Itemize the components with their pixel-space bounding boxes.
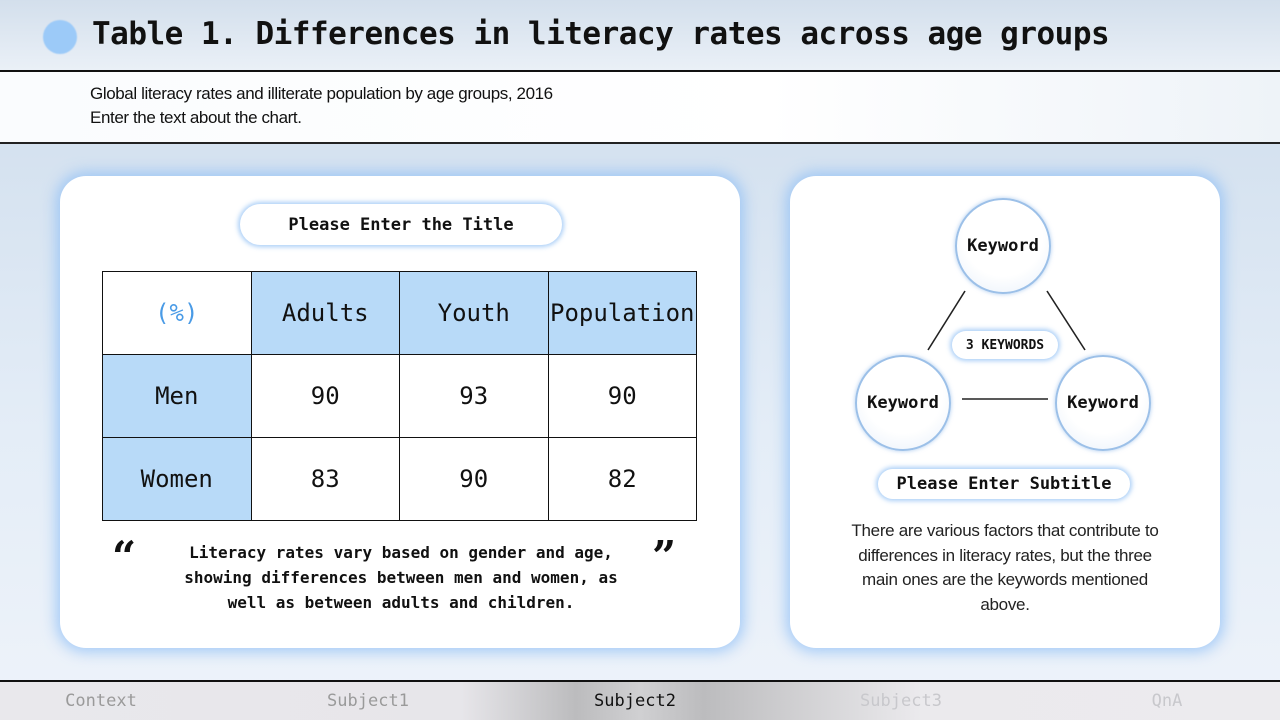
keyword-circle-right: Keyword [1055,355,1151,451]
table-cell: 90 [250,354,400,438]
keyword-circle-top: Keyword [955,198,1051,294]
quote-text: Literacy rates vary based on gender and … [184,543,618,612]
nav-item-subject2[interactable]: Subject2 [594,691,676,711]
connector-lines [927,290,1086,400]
table-title: Please Enter the Title [240,204,562,245]
section-nav: Context Subject1 Subject2 Subject3 QnA [0,680,1280,720]
keywords-card: Keyword Keyword Keyword 3 KEYWORDS Pleas… [790,176,1220,648]
nav-item-subject1[interactable]: Subject1 [327,691,409,711]
nav-item-subject3[interactable]: Subject3 [860,691,942,711]
table-cell: 82 [547,437,697,521]
open-quote-icon: “ [112,532,137,581]
connector-line [927,290,966,351]
column-header: Population [547,271,697,355]
subtitle-band: Global literacy rates and illiterate pop… [0,72,1280,144]
table-row: Men 90 93 90 [102,354,697,438]
table-cell: 90 [399,437,549,521]
close-quote-icon: ” [652,532,677,581]
row-header: Men [102,354,252,438]
nav-item-context[interactable]: Context [65,691,137,711]
table-cell: 83 [250,437,400,521]
table-cell: 90 [547,354,697,438]
keyword-circle-left: Keyword [855,355,951,451]
table-cell: 93 [399,354,549,438]
page-title: Table 1. Differences in literacy rates a… [92,16,1110,52]
keywords-subtitle: Please Enter Subtitle [878,469,1130,499]
literacy-table: (%) Adults Youth Population Men 90 93 90… [102,271,697,521]
header: Table 1. Differences in literacy rates a… [0,0,1280,72]
table-corner-cell: (%) [102,271,252,355]
keywords-description: There are various factors that contribut… [851,521,1159,614]
subtitle-line-1: Global literacy rates and illiterate pop… [90,84,553,103]
column-header: Youth [399,271,549,355]
connector-line [1046,290,1086,351]
table-row: Women 83 90 82 [102,437,697,521]
column-header: Adults [250,271,400,355]
table-card: Please Enter the Title (%) Adults Youth … [60,176,740,648]
bullet-circle-icon [43,20,77,54]
table-header-row: (%) Adults Youth Population [102,271,697,355]
nav-item-qna[interactable]: QnA [1151,691,1183,711]
keywords-count-badge: 3 KEYWORDS [952,331,1058,359]
row-header: Women [102,437,252,521]
subtitle-line-2: Enter the text about the chart. [90,108,302,127]
